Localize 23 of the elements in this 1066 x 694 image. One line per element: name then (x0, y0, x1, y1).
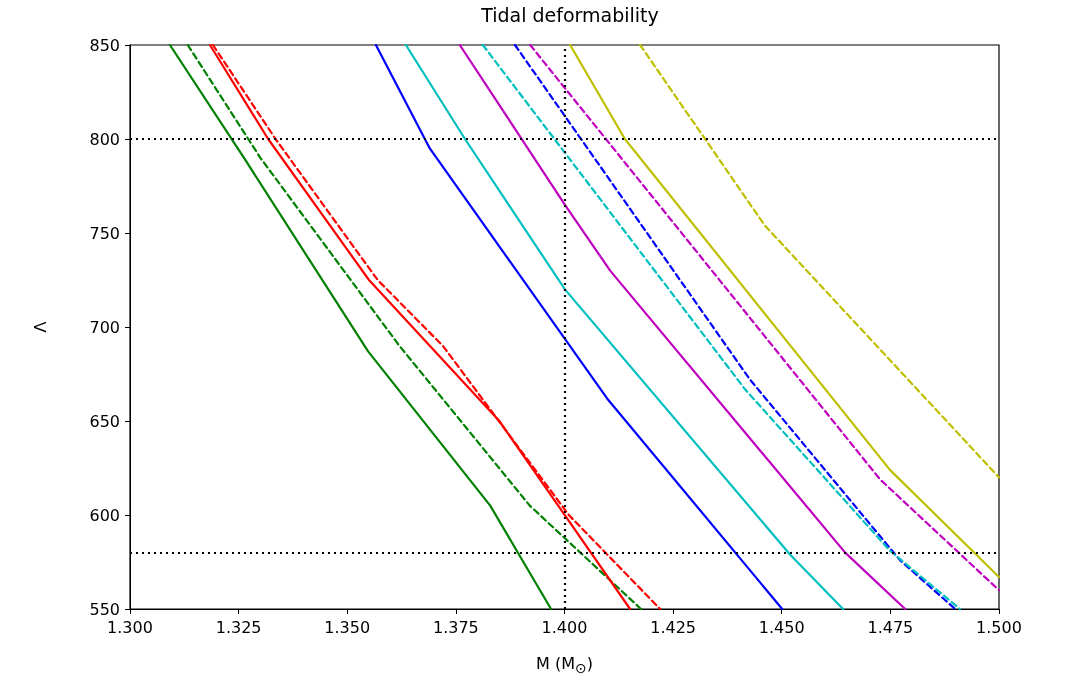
x-tick-label: 1.400 (541, 617, 588, 637)
line-series (458, 43, 907, 611)
y-tick-label: 600 (89, 505, 120, 525)
x-tick-label: 1.450 (758, 617, 805, 637)
x-axis-title: M (M⊙) (536, 653, 593, 676)
chart-title: Tidal deformability (480, 3, 659, 26)
x-tick-label: 1.325 (215, 617, 262, 637)
line-series (168, 43, 553, 611)
x-tick-label: 1.300 (107, 617, 153, 637)
y-tick-label: 700 (89, 317, 120, 337)
y-axis-title: Λ (30, 321, 50, 333)
line-series (374, 43, 784, 611)
x-tick-label: 1.500 (976, 617, 1022, 637)
x-tick-label: 1.475 (867, 617, 914, 637)
y-tick-label: 550 (89, 599, 120, 619)
y-tick-label: 750 (89, 223, 120, 243)
y-tick-label: 650 (89, 411, 120, 431)
y-tick-label: 800 (89, 129, 120, 149)
y-tick-label: 850 (89, 35, 120, 55)
x-tick-label: 1.375 (432, 617, 479, 637)
line-series (404, 43, 845, 611)
x-tick-label: 1.425 (650, 617, 697, 637)
x-tick-label: 1.350 (324, 617, 371, 637)
